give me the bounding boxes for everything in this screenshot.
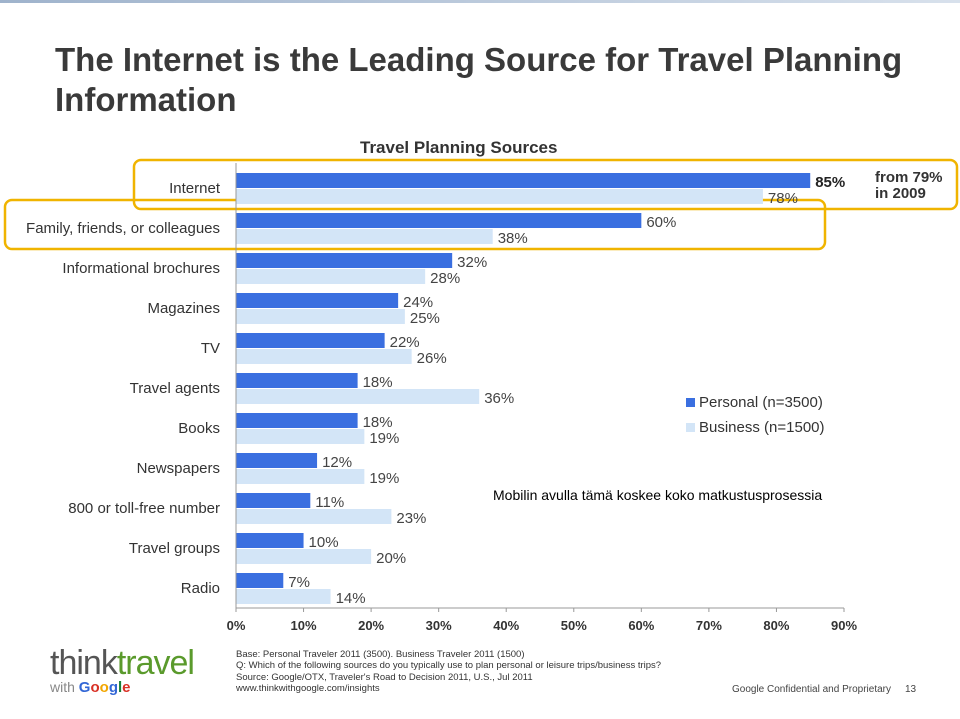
bar-personal-informational-brochures — [236, 253, 453, 268]
footer: Google Confidential and Proprietary 13 — [732, 684, 916, 695]
value-label-personal-informational-brochures: 32% — [457, 254, 487, 271]
bar-business-800-or-toll-free-number — [236, 509, 392, 524]
value-label-personal-magazines: 24% — [403, 294, 433, 311]
bar-personal-newspapers — [236, 453, 318, 468]
x-tick-label: 10% — [291, 618, 317, 633]
bar-business-informational-brochures — [236, 269, 426, 284]
bar-personal-books — [236, 413, 358, 428]
from-2009-note: from 79% in 2009 — [875, 169, 943, 202]
value-label-business-800-or-toll-free-number: 23% — [396, 510, 426, 527]
value-label-business-internet: 78% — [768, 190, 798, 207]
highlight-box-internet — [132, 158, 959, 211]
value-label-personal-newspapers: 12% — [322, 454, 352, 471]
thinktravel-logo: thinktravel with Google — [50, 644, 195, 696]
value-label-business-travel-agents: 36% — [484, 390, 514, 407]
legend-label-business: Business (n=1500) — [699, 419, 825, 436]
x-tick-label: 20% — [358, 618, 384, 633]
bar-personal-travel-groups — [236, 533, 304, 548]
bar-personal-radio — [236, 573, 284, 588]
x-tick-label: 70% — [696, 618, 722, 633]
x-tick-label: 60% — [628, 618, 654, 633]
x-tick-label: 50% — [561, 618, 587, 633]
value-label-business-informational-brochures: 28% — [430, 270, 460, 287]
chart-title: Travel Planning Sources — [360, 138, 558, 157]
source-base: Base: Personal Traveler 2011 (3500). Bus… — [236, 649, 525, 660]
page-number: 13 — [904, 684, 917, 695]
value-label-business-travel-groups: 20% — [376, 550, 406, 567]
legend-swatch-personal — [686, 398, 695, 407]
value-label-business-newspapers: 19% — [369, 470, 399, 487]
x-tick-label: 0% — [227, 618, 246, 633]
bar-personal-800-or-toll-free-number — [236, 493, 311, 508]
top-rule — [0, 0, 960, 3]
legend-item-business: Business (n=1500) — [686, 415, 825, 440]
x-tick-label: 40% — [493, 618, 519, 633]
bar-business-tv — [236, 349, 412, 364]
category-label-internet: Internet — [169, 180, 221, 197]
x-tick-label: 30% — [426, 618, 452, 633]
legend-swatch-business — [686, 423, 695, 432]
source-citation: Source: Google/OTX, Traveler's Road to D… — [236, 671, 533, 683]
bar-business-magazines — [236, 309, 405, 324]
category-label-family-friends-or-colleagues: Family, friends, or colleagues — [26, 220, 220, 237]
value-label-personal-books: 18% — [363, 414, 393, 431]
value-label-business-family-friends-or-colleagues: 38% — [498, 230, 528, 247]
bar-business-newspapers — [236, 469, 365, 484]
value-label-personal-family-friends-or-colleagues: 60% — [646, 214, 676, 231]
bar-business-family-friends-or-colleagues — [236, 229, 493, 244]
overlay-caption: Mobilin avulla tämä koskee koko matkustu… — [493, 487, 823, 503]
value-label-personal-internet: 85% — [815, 174, 845, 191]
bar-business-books — [236, 429, 365, 444]
source-question: Q: Which of the following sources do you… — [236, 660, 662, 672]
source-notes: Base: Personal Traveler 2011 (3500). Bus… — [236, 649, 736, 694]
value-label-business-radio: 14% — [336, 590, 366, 607]
value-label-personal-travel-agents: 18% — [363, 374, 393, 391]
value-label-personal-travel-groups: 10% — [309, 534, 339, 551]
category-label-magazines: Magazines — [147, 300, 220, 317]
x-tick-label: 90% — [831, 618, 857, 633]
category-label-books: Books — [178, 420, 220, 437]
bar-personal-magazines — [236, 293, 399, 308]
value-label-business-tv: 26% — [417, 350, 447, 367]
bar-business-travel-groups — [236, 549, 372, 564]
value-label-business-magazines: 25% — [410, 310, 440, 327]
confidential-notice: Google Confidential and Proprietary — [732, 684, 891, 695]
category-label-tv: TV — [201, 340, 220, 357]
slide-title: The Internet is the Leading Source for T… — [55, 41, 903, 118]
category-label-travel-groups: Travel groups — [129, 540, 220, 557]
bar-personal-internet — [236, 173, 811, 188]
source-url: www.thinkwithgoogle.com/insights — [236, 682, 380, 694]
bar-personal-travel-agents — [236, 373, 358, 388]
bar-business-internet — [236, 189, 763, 204]
value-label-personal-tv: 22% — [390, 334, 420, 351]
bar-personal-tv — [236, 333, 385, 348]
bar-personal-family-friends-or-colleagues — [236, 213, 642, 228]
bar-business-radio — [236, 589, 331, 604]
value-label-personal-radio: 7% — [288, 574, 310, 591]
legend-item-personal: Personal (n=3500) — [686, 390, 825, 415]
category-label-informational-brochures: Informational brochures — [62, 260, 220, 277]
category-label-travel-agents: Travel agents — [130, 380, 220, 397]
category-label-800-or-toll-free-number: 800 or toll-free number — [68, 500, 220, 517]
x-tick-label: 80% — [763, 618, 789, 633]
value-label-business-books: 19% — [369, 430, 399, 447]
category-label-radio: Radio — [181, 580, 220, 597]
legend: Personal (n=3500) Business (n=1500) — [686, 390, 825, 440]
value-label-personal-800-or-toll-free-number: 11% — [315, 494, 344, 511]
bar-business-travel-agents — [236, 389, 480, 404]
legend-label-personal: Personal (n=3500) — [699, 394, 823, 411]
category-label-newspapers: Newspapers — [137, 460, 220, 477]
